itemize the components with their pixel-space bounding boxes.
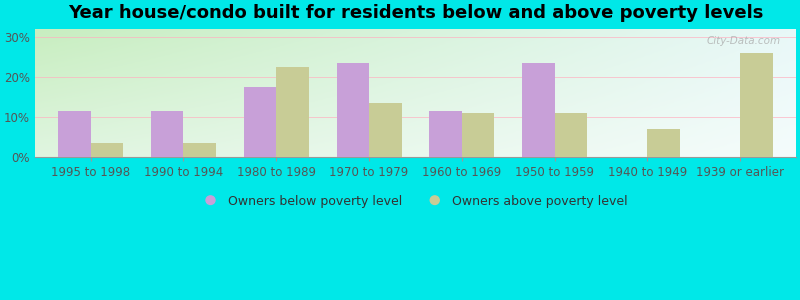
Bar: [462, 113, 494, 157]
Bar: [647, 129, 680, 157]
Bar: [522, 63, 554, 157]
Bar: [244, 87, 276, 157]
Title: Year house/condo built for residents below and above poverty levels: Year house/condo built for residents bel…: [68, 4, 763, 22]
Text: City-Data.com: City-Data.com: [706, 36, 781, 46]
Bar: [151, 111, 183, 157]
Bar: [276, 67, 309, 157]
Bar: [337, 63, 369, 157]
Bar: [90, 143, 123, 157]
Bar: [740, 53, 773, 157]
Bar: [58, 111, 90, 157]
Bar: [430, 111, 462, 157]
Bar: [369, 103, 402, 157]
Legend: Owners below poverty level, Owners above poverty level: Owners below poverty level, Owners above…: [197, 188, 634, 214]
Bar: [554, 113, 587, 157]
Bar: [183, 143, 216, 157]
